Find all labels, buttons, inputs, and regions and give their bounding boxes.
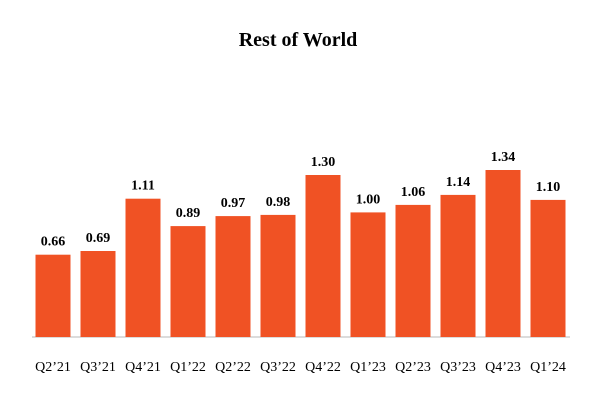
x-tick-label: Q4’23: [485, 360, 521, 375]
bar-Q3’21: [80, 251, 116, 337]
bars-group: [35, 170, 566, 337]
value-label: 1.06: [401, 185, 426, 200]
bar-Q1’22: [170, 226, 206, 337]
bar-Q3’23: [440, 194, 476, 337]
x-tick-label: Q1’22: [170, 360, 206, 375]
x-tick-label: Q3’23: [440, 360, 476, 375]
x-tick-label: Q2’23: [395, 360, 431, 375]
bar-Q4’22: [305, 175, 341, 337]
x-tick-label: Q4’22: [305, 360, 341, 375]
value-label: 1.30: [311, 155, 336, 170]
value-label: 0.66: [41, 235, 66, 250]
value-label: 0.89: [176, 206, 201, 221]
bar-Q2’23: [395, 204, 431, 337]
bar-Q3’22: [260, 214, 296, 337]
x-tick-label: Q3’21: [80, 360, 116, 375]
value-label: 0.98: [266, 195, 291, 210]
x-tick-label: Q2’21: [35, 360, 71, 375]
value-label: 0.69: [86, 231, 111, 246]
value-label: 1.10: [536, 180, 561, 195]
value-label: 0.97: [221, 196, 246, 211]
value-label: 1.34: [491, 150, 516, 165]
bar-Q2’22: [215, 216, 251, 337]
bar-Q4’23: [485, 170, 521, 337]
x-tick-label: Q1’24: [530, 360, 566, 375]
bar-Q4’21: [125, 198, 161, 337]
bar-Q2’21: [35, 254, 71, 337]
value-label: 1.14: [446, 175, 471, 190]
value-label: 1.11: [131, 179, 155, 194]
x-tick-label: Q3’22: [260, 360, 296, 375]
x-tick-label: Q1’23: [350, 360, 386, 375]
chart-title: Rest of World: [239, 29, 358, 51]
x-tick-labels: Q2’21 Q3’21 Q4’21 Q1’22 Q2’22 Q3’22 Q4’22 Q1’23…: [35, 360, 566, 375]
x-tick-label: Q4’21: [125, 360, 161, 375]
bar-Q1’23: [350, 212, 386, 337]
value-labels-group: 0.66 0.69 1.11 0.89 0.97 0.98 1.30 1.00 1.06 1.14…: [41, 150, 561, 250]
x-tick-label: Q2’22: [215, 360, 251, 375]
bar-Q1’24: [530, 199, 566, 337]
value-label: 1.00: [356, 192, 381, 207]
